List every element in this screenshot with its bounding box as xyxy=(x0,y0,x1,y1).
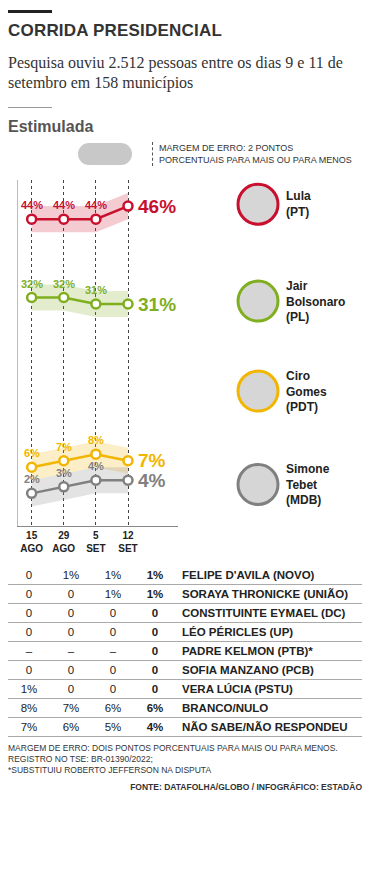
svg-text:44%: 44% xyxy=(21,199,43,211)
html-text:0: 0 xyxy=(25,607,33,619)
html-text:0: 0 xyxy=(67,588,75,600)
html-text:MARGEM DE ERRO: DOIS PONTOS PO: MARGEM DE ERRO: DOIS PONTOS PORCENTUAIS … xyxy=(8,743,338,753)
html-text:4%: 4% xyxy=(146,721,164,733)
html-text:1%: 1% xyxy=(146,569,164,581)
html-text:Estimulada: Estimulada xyxy=(8,118,94,135)
html-text:0: 0 xyxy=(25,626,33,638)
svg-text:SimoneTebet(MDB): SimoneTebet(MDB) xyxy=(286,462,330,507)
html-text:PADRE KELMON (PTB)*: PADRE KELMON (PTB)* xyxy=(182,645,313,657)
html-text:0: 0 xyxy=(151,607,159,619)
html-text:CONSTITUINTE EYMAEL (DC): CONSTITUINTE EYMAEL (DC) xyxy=(182,607,346,619)
html-text:7%: 7% xyxy=(20,721,38,733)
html-text:0: 0 xyxy=(109,664,117,676)
html-text:VERA LÚCIA (PSTU): VERA LÚCIA (PSTU) xyxy=(182,683,293,695)
html-text:7%: 7% xyxy=(62,702,80,714)
html-text:0: 0 xyxy=(151,664,159,676)
html-text:0: 0 xyxy=(67,664,75,676)
html-text:0: 0 xyxy=(67,683,75,695)
html-text:0: 0 xyxy=(25,588,33,600)
html-text:Pesquisa ouviu 2.512 pessoas e: Pesquisa ouviu 2.512 pessoas entre os di… xyxy=(8,54,343,91)
html-text:0: 0 xyxy=(151,645,159,657)
svg-text:4%: 4% xyxy=(88,460,104,472)
svg-text:15AGO: 15AGO xyxy=(20,530,43,554)
html-text:0: 0 xyxy=(151,683,159,695)
svg-text:6%: 6% xyxy=(24,447,40,459)
html-text:*SUBSTITUIU ROBERTO JEFFERSON: *SUBSTITUIU ROBERTO JEFFERSON NA DISPUTA xyxy=(8,765,212,775)
svg-text:31%: 31% xyxy=(85,284,107,296)
svg-text:32%: 32% xyxy=(21,278,43,290)
svg-text:7%: 7% xyxy=(138,450,166,471)
html-text:REGISTRO NO TSE: BR-01390/2022: REGISTRO NO TSE: BR-01390/2022; xyxy=(8,754,153,764)
svg-text:Lula(PT): Lula(PT) xyxy=(286,189,311,219)
html-text:1%: 1% xyxy=(62,569,80,581)
html-text:0: 0 xyxy=(151,626,159,638)
svg-text:5SET: 5SET xyxy=(86,530,105,554)
html-text:FELIPE D'AVILA (NOVO): FELIPE D'AVILA (NOVO) xyxy=(182,569,315,581)
html-text:1%: 1% xyxy=(20,683,38,695)
svg-text:JairBolsonaro(PL): JairBolsonaro(PL) xyxy=(286,279,345,324)
html-text:SORAYA THRONICKE (UNIÃO): SORAYA THRONICKE (UNIÃO) xyxy=(182,588,349,600)
html-text:8%: 8% xyxy=(20,702,38,714)
svg-text:46%: 46% xyxy=(138,196,176,217)
html-text:0: 0 xyxy=(67,607,75,619)
html-text:SOFIA MANZANO (PCB): SOFIA MANZANO (PCB) xyxy=(182,664,314,676)
html-text:0: 0 xyxy=(109,626,117,638)
html-text:FONTE: DATAFOLHA/GLOBO / INFOG: FONTE: DATAFOLHA/GLOBO / INFOGRÁFICO: ES… xyxy=(130,782,362,792)
html-text:0: 0 xyxy=(67,626,75,638)
svg-text:12SET: 12SET xyxy=(118,530,137,554)
svg-text:44%: 44% xyxy=(53,199,75,211)
svg-text:31%: 31% xyxy=(138,294,176,315)
html-text:MARGEM DE ERRO: 2 PONTOS PORCE: MARGEM DE ERRO: 2 PONTOS PORCENTUAIS PAR… xyxy=(159,143,352,165)
html-text:6%: 6% xyxy=(146,702,164,714)
html-text:6%: 6% xyxy=(104,702,122,714)
svg-text:2%: 2% xyxy=(24,473,40,485)
html-text:0: 0 xyxy=(25,569,33,581)
html-text:5%: 5% xyxy=(104,721,122,733)
html-text:1%: 1% xyxy=(146,588,164,600)
html-text:0: 0 xyxy=(25,664,33,676)
html-text:BRANCO/NULO: BRANCO/NULO xyxy=(182,702,269,714)
svg-text:3%: 3% xyxy=(56,467,72,479)
svg-text:32%: 32% xyxy=(53,278,75,290)
svg-text:CiroGomes(PDT): CiroGomes(PDT) xyxy=(286,369,327,414)
html-text:1%: 1% xyxy=(104,569,122,581)
html-text:CORRIDA PRESIDENCIAL: CORRIDA PRESIDENCIAL xyxy=(8,21,222,40)
svg-text:7%: 7% xyxy=(56,441,72,453)
html-text:NÃO SABE/NÃO RESPONDEU: NÃO SABE/NÃO RESPONDEU xyxy=(182,721,348,733)
html-text:1%: 1% xyxy=(104,588,122,600)
html-text:LÉO PÉRICLES (UP): LÉO PÉRICLES (UP) xyxy=(182,626,294,638)
svg-text:4%: 4% xyxy=(138,470,166,491)
html-text:0: 0 xyxy=(109,683,117,695)
svg-text:29AGO: 29AGO xyxy=(52,530,75,554)
html-text:6%: 6% xyxy=(62,721,80,733)
html-text:0: 0 xyxy=(109,607,117,619)
svg-text:44%: 44% xyxy=(85,199,107,211)
svg-text:8%: 8% xyxy=(88,434,104,446)
